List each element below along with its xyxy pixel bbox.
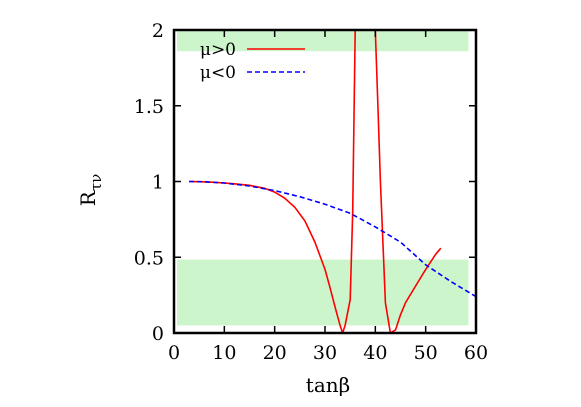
- tick-layer: 0 10 20 30 40 50 60 0 0.5 1 1.5 2: [134, 20, 488, 364]
- x-axis-label: tanβ: [306, 373, 350, 397]
- legend-label-mu-pos: μ>0: [200, 40, 236, 60]
- band-layer: [177, 30, 469, 326]
- band-0: [177, 30, 469, 52]
- x-tick-label-4: 40: [363, 342, 387, 364]
- band-1: [177, 259, 469, 326]
- series-line-1: [189, 180, 476, 298]
- legend: μ>0 μ<0: [200, 40, 305, 83]
- y-tick-label-2: 1: [152, 172, 164, 194]
- y-tick-label-1: 0.5: [134, 247, 164, 269]
- x-tick-label-2: 20: [263, 342, 287, 364]
- x-tick-label-5: 50: [414, 342, 438, 364]
- y-axis-label-subscript: τν: [87, 174, 105, 191]
- x-tick-label-1: 10: [212, 342, 236, 364]
- y-axis-label-main: R: [76, 190, 100, 206]
- x-tick-label-0: 0: [168, 342, 180, 364]
- series-layer: [189, 30, 476, 333]
- y-tick-label-4: 2: [152, 20, 164, 42]
- y-tick-label-3: 1.5: [134, 96, 164, 118]
- y-axis-label: Rτν: [76, 174, 105, 206]
- x-tick-label-6: 60: [464, 342, 488, 364]
- y-tick-label-0: 0: [152, 323, 164, 345]
- legend-label-mu-neg: μ<0: [200, 63, 236, 83]
- x-tick-label-3: 30: [313, 342, 337, 364]
